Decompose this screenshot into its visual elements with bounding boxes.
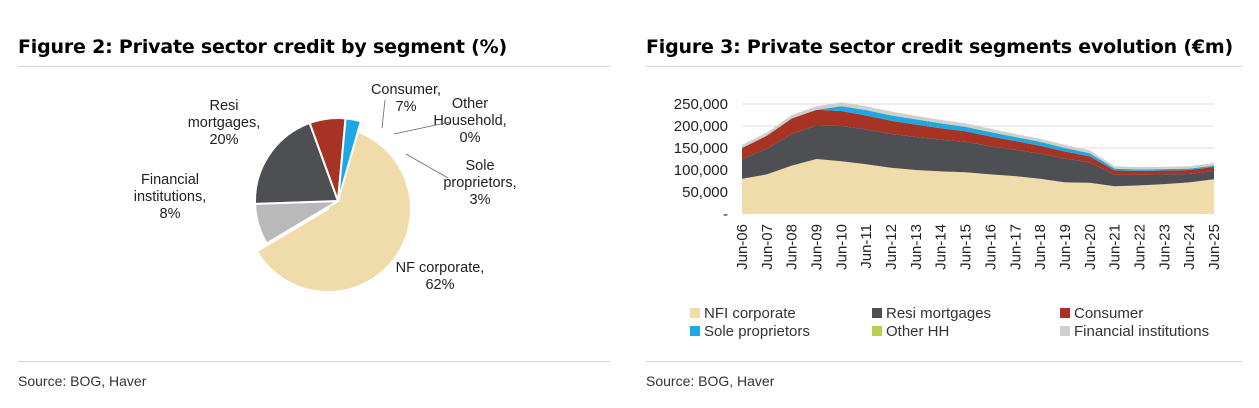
legend-swatch [872, 308, 882, 318]
figure3-source: Source: BOG, Haver [646, 373, 775, 389]
legend-item-nfi-corporate: NFI corporate [690, 305, 796, 322]
x-tick-label: Jun-16 [982, 224, 999, 270]
pie-label-consumer: Consumer, 7% [371, 82, 441, 115]
legend-swatch [690, 326, 700, 336]
legend-label: Resi mortgages [886, 305, 992, 322]
y-tick-label: 50,000 [682, 184, 728, 201]
x-tick-label: Jun-21 [1107, 224, 1124, 270]
area-nfi-corporate [742, 159, 1214, 214]
x-tick-label: Jun-12 [883, 224, 900, 270]
x-tick-label: Jun-24 [1181, 224, 1198, 270]
y-tick-label: 100,000 [674, 162, 728, 179]
legend-item-sole-proprietors: Sole proprietors [690, 323, 810, 340]
x-tick-label: Jun-22 [1131, 224, 1148, 270]
x-tick-label: Jun-07 [759, 224, 776, 270]
pie-slice-nf-corporate [255, 127, 412, 293]
leader-other-household [393, 121, 451, 135]
legend-swatch [690, 308, 700, 318]
x-tick-label: Jun-11 [858, 224, 875, 269]
x-tick-label: Jun-10 [833, 224, 850, 270]
figure3-bottom-divider [646, 361, 1242, 362]
figure2-source: Source: BOG, Haver [18, 373, 147, 389]
pie-chart: NF corporate, 62% Financial institutions, 8%… [134, 82, 517, 293]
legend-label: Financial institutions [1074, 323, 1210, 340]
figure2-title: Figure 2: Private sector credit by segme… [18, 36, 507, 58]
y-tick-label: 150,000 [674, 140, 728, 157]
x-tick-label: Jun-18 [1032, 224, 1049, 270]
chart-legend: NFI corporate Resi mortgages Consumer Sole … [690, 305, 1242, 345]
legend-item-consumer: Consumer [1060, 305, 1143, 322]
pie-label-resi-mortgages: Resi mortgages, 20% [188, 98, 261, 148]
figure2-top-divider [18, 66, 610, 67]
x-tick-label: Jun-09 [809, 224, 826, 270]
area-consumer [742, 109, 1214, 175]
legend-label: Other HH [886, 323, 950, 340]
pie-label-nf-corporate: NF corporate, 62% [396, 260, 485, 293]
legend-swatch [872, 326, 882, 336]
x-tick-label: Jun-14 [933, 224, 950, 270]
figure2-bottom-divider [18, 361, 610, 362]
pie-label-financial-institutions: Financial institutions, 8% [134, 172, 207, 222]
x-tick-label: Jun-20 [1082, 224, 1099, 270]
x-tick-label: Jun-19 [1057, 224, 1074, 270]
x-tick-label: Jun-06 [734, 224, 751, 270]
legend-label: NFI corporate [704, 305, 796, 322]
pie-label-sole-proprietors: Sole proprietors, 3% [443, 158, 516, 208]
legend-item-other-hh: Other HH [872, 323, 949, 340]
y-tick-label: 250,000 [674, 96, 728, 113]
legend-item-financial-institutions: Financial institutions [1060, 323, 1209, 340]
x-tick-label: Jun-08 [784, 224, 801, 270]
pie-slice-resi-mortgages [254, 121, 340, 205]
y-tick-label: - [723, 206, 728, 223]
figure3-title: Figure 3: Private sector credit segments… [646, 36, 1233, 58]
figure3-top-divider [646, 66, 1242, 67]
x-tick-label: Jun-17 [1007, 224, 1024, 270]
x-tick-label: Jun-15 [958, 224, 975, 270]
figure2-panel: Figure 2: Private sector credit by segme… [18, 0, 610, 408]
leader-consumer [381, 99, 386, 129]
leader-sole-proprietors [405, 153, 449, 179]
pie-slice-sole-proprietors [337, 117, 363, 202]
legend-swatch [1060, 308, 1070, 318]
y-tick-label: 200,000 [674, 118, 728, 135]
x-tick-label: Jun-23 [1156, 224, 1173, 270]
legend-label: Sole proprietors [704, 323, 810, 340]
stacked-area-chart: 250,000200,000150,000100,00050,000-Jun-0… [674, 96, 1223, 270]
area-resi-mortgages [742, 125, 1214, 187]
x-tick-label: Jun-13 [908, 224, 925, 270]
pie-label-other-household: Other Household, 0% [433, 96, 506, 146]
legend-label: Consumer [1074, 305, 1144, 322]
legend-swatch [1060, 326, 1070, 336]
legend-item-resi-mortgages: Resi mortgages [872, 305, 991, 322]
x-tick-label: Jun-25 [1206, 224, 1223, 270]
figure3-panel: Figure 3: Private sector credit segments… [646, 0, 1242, 408]
